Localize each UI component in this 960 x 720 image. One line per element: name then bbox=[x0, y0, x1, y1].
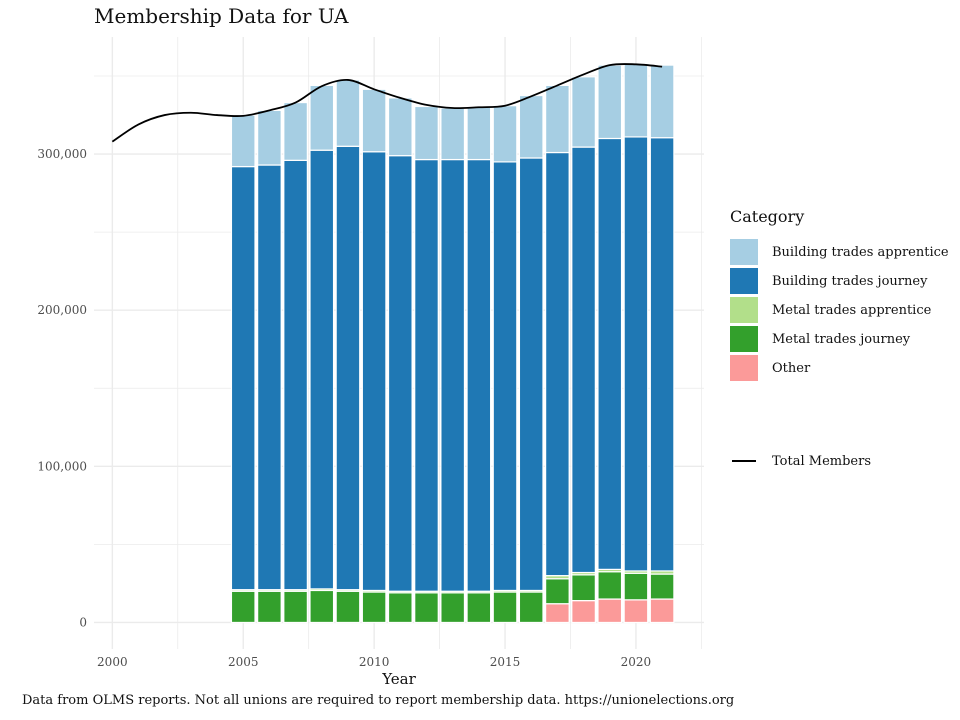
bar-segment bbox=[597, 598, 623, 624]
legend-swatch bbox=[730, 326, 758, 352]
y-axis: 0 100,000 200,000 300,000 bbox=[37, 147, 87, 629]
legend-item: Metal trades journey bbox=[730, 326, 910, 352]
bar-segment bbox=[257, 164, 282, 591]
bar-segment bbox=[623, 599, 649, 624]
bar-segment bbox=[571, 600, 596, 624]
bar-segment bbox=[597, 571, 623, 600]
y-tick-label: 200,000 bbox=[37, 303, 87, 317]
legend-swatch bbox=[730, 297, 758, 323]
bar-segment bbox=[335, 145, 361, 591]
bar-segment bbox=[335, 79, 361, 147]
caption: Data from OLMS reports. Not all unions a… bbox=[22, 693, 735, 708]
legend-swatch bbox=[730, 239, 758, 265]
legend-line-swatch bbox=[732, 460, 756, 462]
bar-segment bbox=[283, 159, 308, 591]
bar-segment bbox=[309, 149, 335, 590]
legend-item: Other bbox=[730, 355, 810, 381]
bar-segment bbox=[361, 151, 387, 592]
legend-item: Metal trades apprentice bbox=[730, 297, 931, 323]
legend-swatch bbox=[730, 355, 758, 381]
x-tick-label: 2005 bbox=[228, 655, 259, 669]
bar-segment bbox=[571, 574, 596, 602]
bar-segment bbox=[649, 573, 675, 600]
bar-segment bbox=[440, 592, 466, 624]
legend-label: Building trades journey bbox=[772, 273, 928, 289]
bar-segment bbox=[518, 157, 544, 592]
bar-segment bbox=[230, 165, 256, 591]
bar-segment bbox=[387, 97, 413, 157]
bar-segment bbox=[466, 158, 492, 592]
legend-label: Building trades apprentice bbox=[772, 244, 949, 260]
x-tick-label: 2015 bbox=[490, 655, 521, 669]
legend-label: Metal trades journey bbox=[772, 331, 911, 347]
bar-segment bbox=[440, 107, 466, 161]
bar-segment bbox=[309, 84, 335, 151]
x-tick-label: 2000 bbox=[97, 655, 128, 669]
legend-title: Category bbox=[730, 207, 805, 226]
x-axis: 2000 2005 2010 2015 2020 bbox=[97, 655, 651, 669]
bar-segment bbox=[492, 105, 518, 163]
x-axis-label: Year bbox=[381, 670, 416, 688]
bar-segment bbox=[649, 64, 675, 139]
bar-segment bbox=[361, 88, 387, 153]
bar-segment bbox=[545, 151, 570, 577]
total-members-line bbox=[111, 63, 663, 143]
bar-segment bbox=[649, 137, 675, 572]
bar-segment bbox=[440, 158, 466, 592]
legend-item: Building trades apprentice bbox=[730, 239, 949, 265]
bar-segment bbox=[414, 105, 439, 161]
bar-segment bbox=[387, 592, 413, 624]
legend-swatch bbox=[730, 268, 758, 294]
bar-segment bbox=[230, 590, 256, 624]
bar-segment bbox=[283, 590, 308, 624]
x-tick-label: 2010 bbox=[359, 655, 390, 669]
total-line-layer bbox=[111, 63, 663, 143]
legend-item-total-members: Total Members bbox=[730, 448, 871, 474]
bar-segment bbox=[571, 76, 596, 148]
bar-segment bbox=[414, 158, 439, 592]
bar-segment bbox=[649, 598, 675, 624]
bar-segment bbox=[466, 106, 492, 161]
bar-segment bbox=[414, 592, 439, 624]
bar-segment bbox=[387, 155, 413, 592]
bar-segment bbox=[283, 101, 308, 161]
bar-segment bbox=[597, 64, 623, 140]
bar-segment bbox=[257, 109, 282, 166]
x-tick-label: 2020 bbox=[621, 655, 652, 669]
bar-segment bbox=[623, 62, 649, 138]
bar-segment bbox=[597, 137, 623, 570]
y-tick-label: 300,000 bbox=[37, 147, 87, 161]
bar-segment bbox=[361, 591, 387, 624]
bar-segment bbox=[466, 592, 492, 624]
bar-segment bbox=[335, 590, 361, 624]
bar-segment bbox=[623, 136, 649, 572]
y-tick-label: 100,000 bbox=[37, 459, 87, 473]
bar-segment bbox=[518, 591, 544, 624]
chart-title: Membership Data for UA bbox=[94, 4, 349, 28]
bar-segment bbox=[492, 161, 518, 592]
y-tick-label: 0 bbox=[79, 615, 87, 629]
bar-segment bbox=[518, 94, 544, 159]
bar-segment bbox=[623, 572, 649, 601]
bar-segment bbox=[492, 591, 518, 624]
bar-segment bbox=[257, 590, 282, 624]
legend-item: Building trades journey bbox=[730, 268, 927, 294]
bar-segment bbox=[309, 589, 335, 624]
bar-segment bbox=[571, 146, 596, 574]
legend-label: Total Members bbox=[772, 453, 871, 469]
bars bbox=[230, 62, 675, 624]
bar-segment bbox=[545, 578, 570, 605]
bar-segment bbox=[545, 603, 570, 624]
bar-segment bbox=[545, 84, 570, 154]
bar-segment bbox=[230, 114, 256, 168]
legend-label: Metal trades apprentice bbox=[772, 302, 932, 318]
legend-label: Other bbox=[772, 360, 811, 376]
